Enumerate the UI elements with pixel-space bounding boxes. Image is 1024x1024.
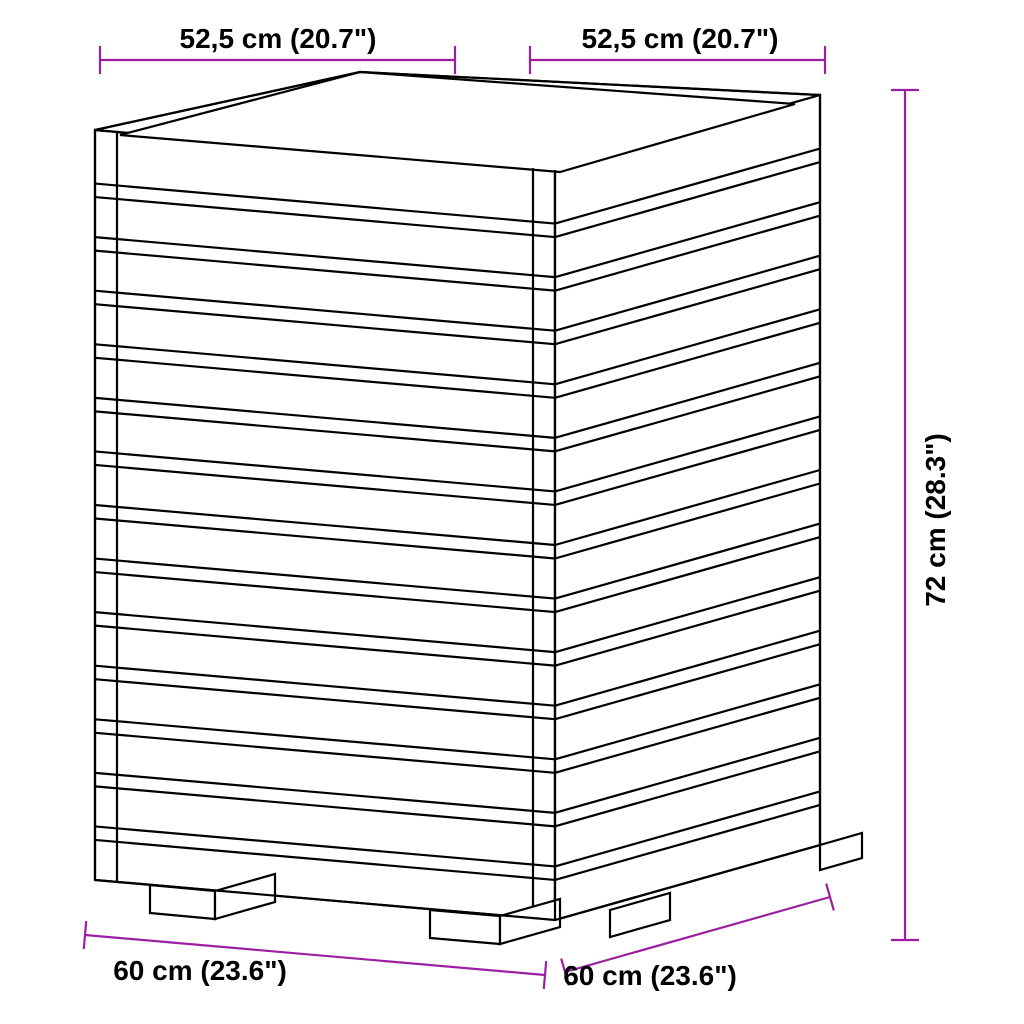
label-right: 72 cm (28.3")	[920, 433, 951, 607]
foot-far	[820, 833, 862, 870]
dim-bottom-left-tick	[84, 921, 86, 949]
label-bottom-left: 60 cm (23.6")	[113, 955, 287, 986]
label-bottom-right: 60 cm (23.6")	[563, 960, 737, 991]
label-top-right: 52,5 cm (20.7")	[582, 23, 779, 54]
label-top-left: 52,5 cm (20.7")	[180, 23, 377, 54]
dim-bottom-left-tick	[544, 961, 546, 989]
